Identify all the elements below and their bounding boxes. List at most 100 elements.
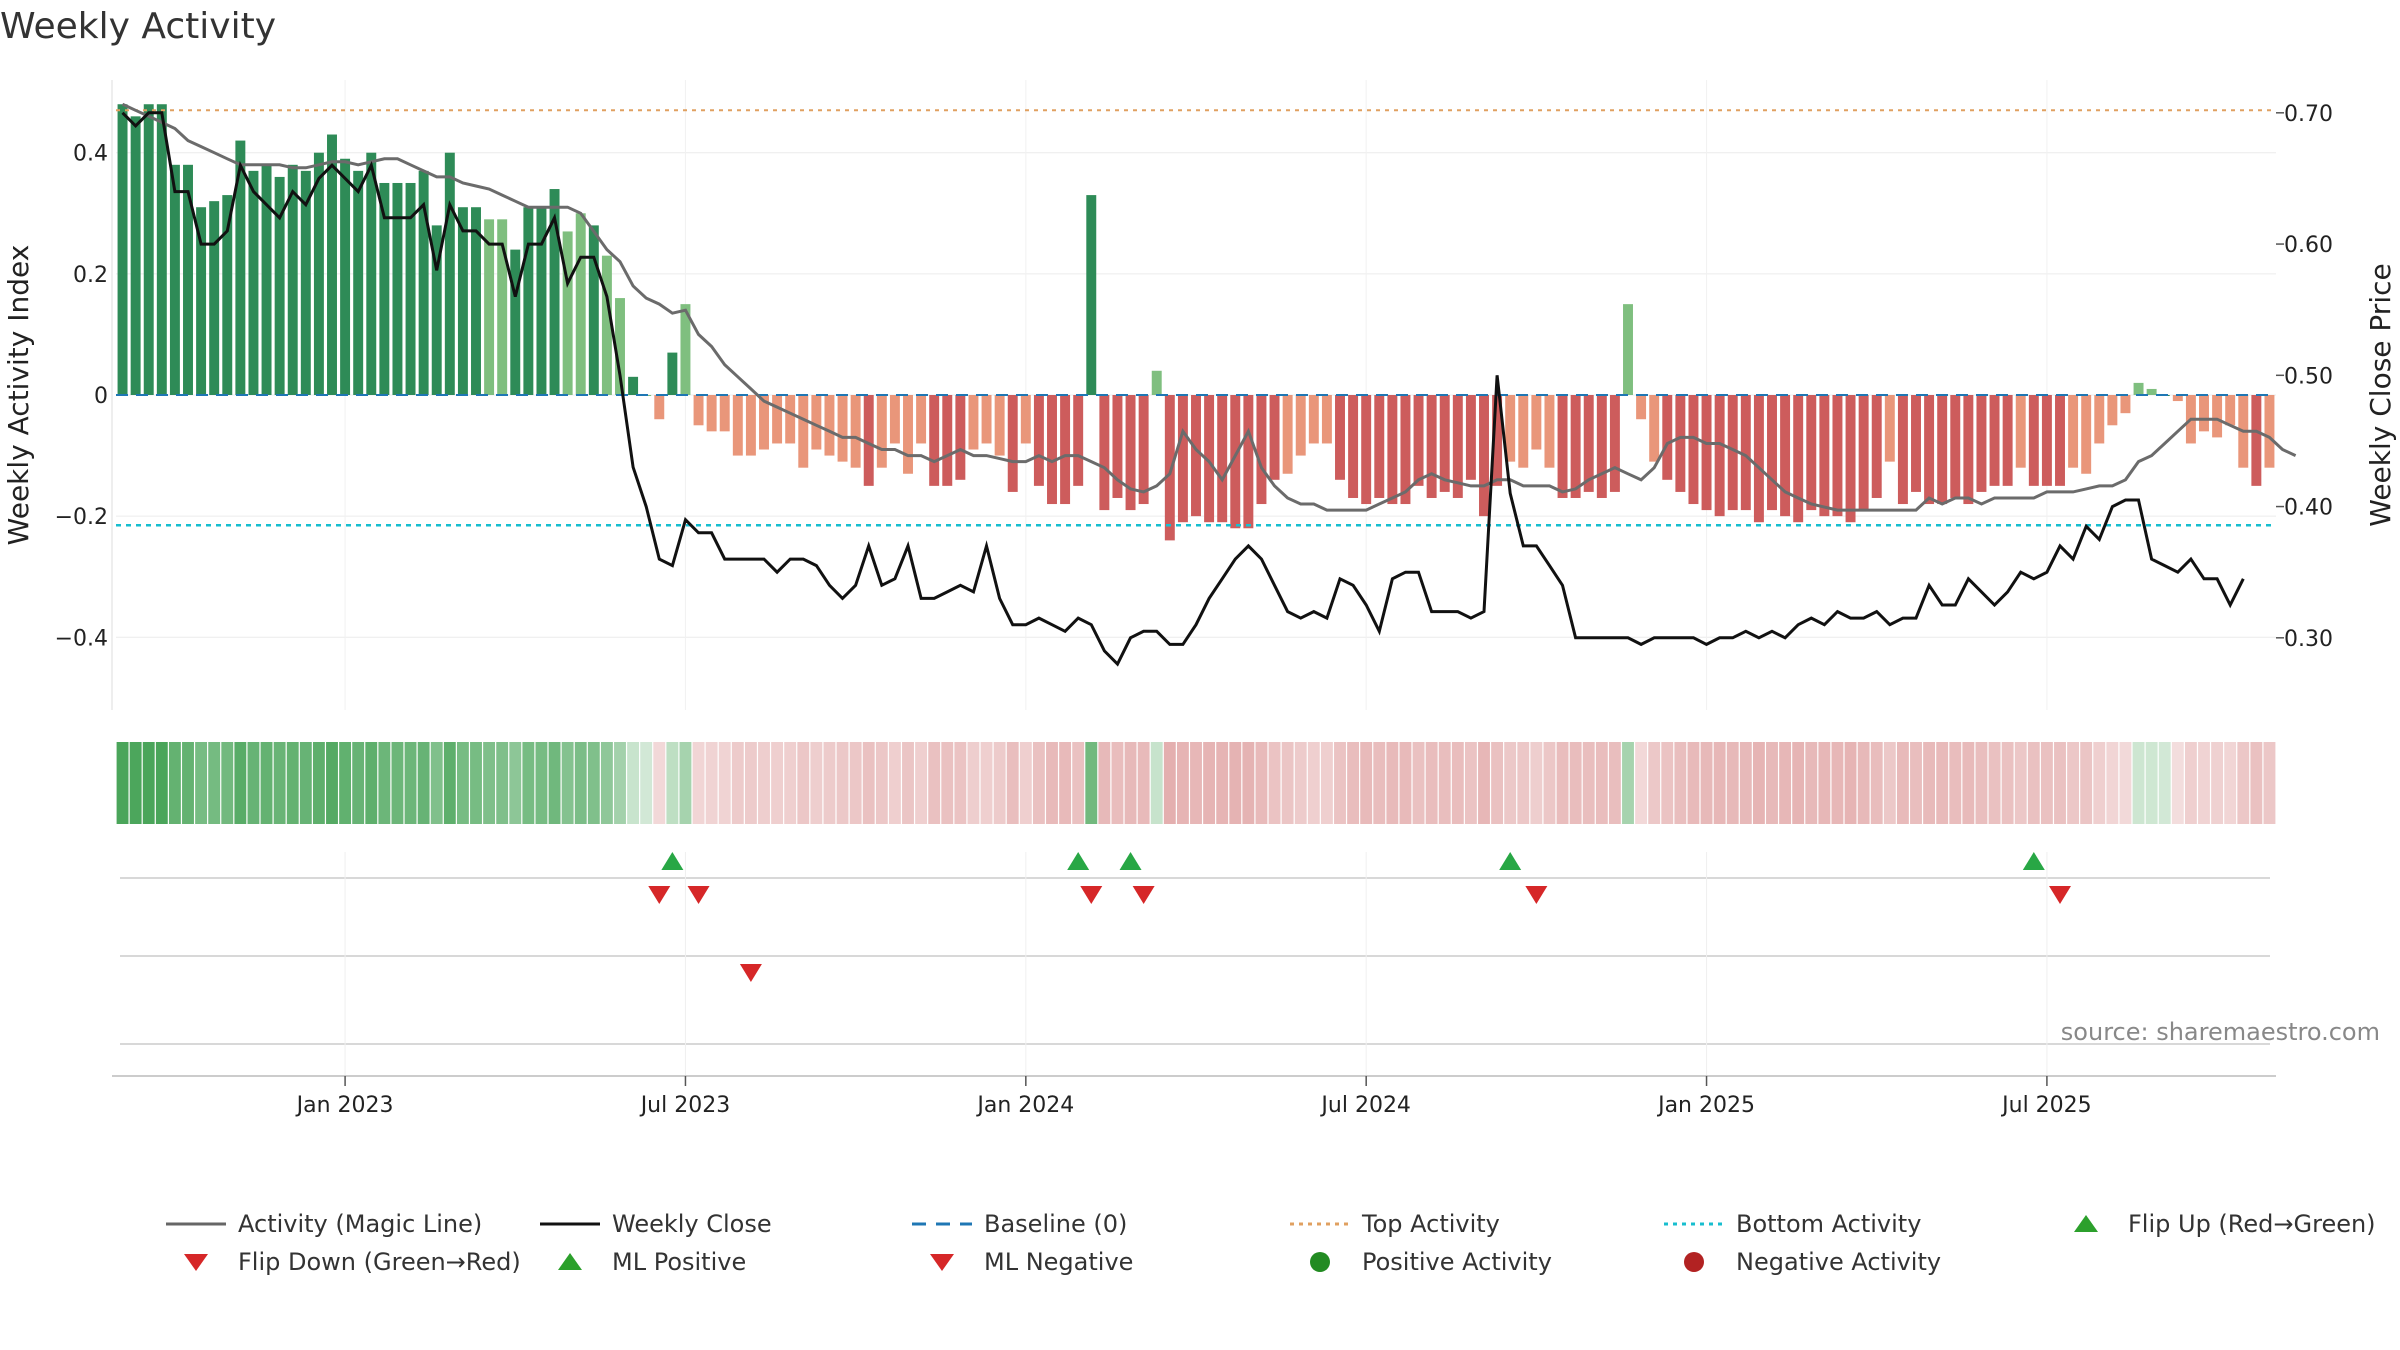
heat-strip-cell: [1517, 742, 1530, 824]
activity-bar: [680, 304, 691, 395]
y-axis-label-right: Weekly Close Price: [2364, 263, 2397, 526]
y-tick-label-left-4: −0.4: [55, 626, 108, 651]
flip-down-marker: [687, 886, 710, 904]
flip-up-marker: [661, 852, 684, 870]
activity-bar: [2107, 395, 2118, 426]
activity-bar: [1714, 395, 1725, 517]
activity-bar: [667, 352, 678, 395]
bars-layer: [117, 104, 2275, 541]
y-tick-label-left-1: 0.2: [73, 263, 108, 288]
heat-strip-cell: [2263, 742, 2276, 824]
activity-bar: [1295, 395, 1306, 456]
activity-bar: [1282, 395, 1293, 474]
heat-strip-cell: [771, 742, 784, 824]
activity-bar: [1740, 395, 1751, 511]
activity-bar: [484, 219, 495, 395]
activity-bar: [693, 395, 704, 426]
heat-strip-cell: [1674, 742, 1687, 824]
heat-strip-cell: [614, 742, 626, 824]
activity-bar: [130, 116, 141, 395]
legend-symbol-5: [2074, 1215, 2098, 1232]
activity-bar: [143, 104, 154, 395]
heat-strip-cell: [718, 742, 731, 824]
heat-strip-cell: [1386, 742, 1399, 824]
y-tick-label-right-0: 0.70: [2284, 102, 2333, 127]
heat-strip-cell: [260, 742, 273, 824]
legend-label-8: ML Negative: [984, 1248, 1133, 1276]
activity-bar: [2081, 395, 2092, 474]
activity-bar: [1596, 395, 1607, 498]
activity-bar: [1963, 395, 1974, 505]
activity-bar: [615, 298, 625, 395]
legend-label-3: Top Activity: [1361, 1210, 1500, 1238]
heat-strip-cell: [1962, 742, 1975, 824]
activity-bar: [1518, 395, 1529, 468]
activity-bar: [1623, 304, 1633, 395]
activity-bar: [850, 395, 861, 468]
heat-strip-cell: [797, 742, 810, 824]
x-tick-label-4: Jan 2025: [1656, 1093, 1755, 1118]
activity-bar: [1583, 395, 1594, 492]
heat-strip-cell: [1805, 742, 1818, 824]
heat-strip-cell: [1124, 742, 1137, 824]
legend-label-7: ML Positive: [612, 1248, 746, 1276]
activity-bar: [1727, 395, 1738, 511]
activity-bar: [719, 395, 730, 432]
activity-bar: [2133, 382, 2144, 395]
activity-bar: [1269, 395, 1280, 480]
y-tick-label-right-4: 0.30: [2284, 627, 2333, 652]
legend-symbol-8: [930, 1254, 954, 1271]
heat-strip-cell: [417, 742, 430, 824]
activity-bar: [183, 164, 193, 395]
heat-strip-cell: [1163, 742, 1176, 824]
heat-strip-cell: [1281, 742, 1294, 824]
activity-bar: [1557, 395, 1568, 498]
activity-bar: [1033, 395, 1044, 486]
activity-bar: [2251, 395, 2262, 486]
activity-bar: [1400, 395, 1411, 505]
activity-bar: [287, 164, 298, 395]
activity-bar: [471, 207, 481, 395]
y-tick-label-right-3: 0.40: [2284, 496, 2333, 521]
heat-strip-cell: [692, 742, 705, 824]
heat-strip-cell: [470, 742, 482, 824]
heat-strip-cell: [2237, 742, 2250, 824]
heat-strip-cell: [1582, 742, 1595, 824]
heat-strip-cell: [915, 742, 928, 824]
activity-bar: [1335, 395, 1345, 480]
heat-strip-cell: [1137, 742, 1150, 824]
heat-strip-cell: [1975, 742, 1988, 824]
weekly-close-line: [121, 111, 2245, 667]
activity-bar: [1465, 395, 1476, 480]
heat-strip-cell: [1412, 742, 1425, 824]
activity-bar: [1649, 395, 1660, 462]
heat-strip-cell: [875, 742, 888, 824]
activity-bar: [601, 255, 612, 395]
y-tick-label-left-2: 0: [94, 384, 108, 409]
flip-down-marker: [648, 886, 671, 904]
heat-strip-cell: [1569, 742, 1582, 824]
activity-bar: [1505, 395, 1516, 462]
heat-strip-cell: [404, 742, 417, 824]
activity-bar: [1688, 395, 1699, 505]
activity-bar: [1858, 395, 1869, 511]
activity-bar: [1151, 370, 1162, 395]
activity-bar: [300, 170, 311, 395]
heat-strip-cell: [1307, 742, 1320, 824]
activity-bar: [1439, 395, 1450, 492]
activity-bar: [968, 395, 979, 450]
heat-strip-cell: [1032, 742, 1045, 824]
activity-bar: [1047, 395, 1057, 505]
activity-bar: [457, 207, 468, 395]
activity-bar: [981, 395, 992, 444]
activity-bar: [2264, 395, 2275, 468]
heat-strip-cell: [1203, 742, 1216, 824]
heat-strip-cell: [182, 742, 194, 824]
heat-strip-cell: [456, 742, 469, 824]
heat-strip-cell: [1543, 742, 1556, 824]
heat-strip-cell: [1556, 742, 1569, 824]
activity-bar: [536, 207, 547, 395]
heat-strip-cell: [1098, 742, 1111, 824]
lines-layer: [116, 102, 2297, 667]
